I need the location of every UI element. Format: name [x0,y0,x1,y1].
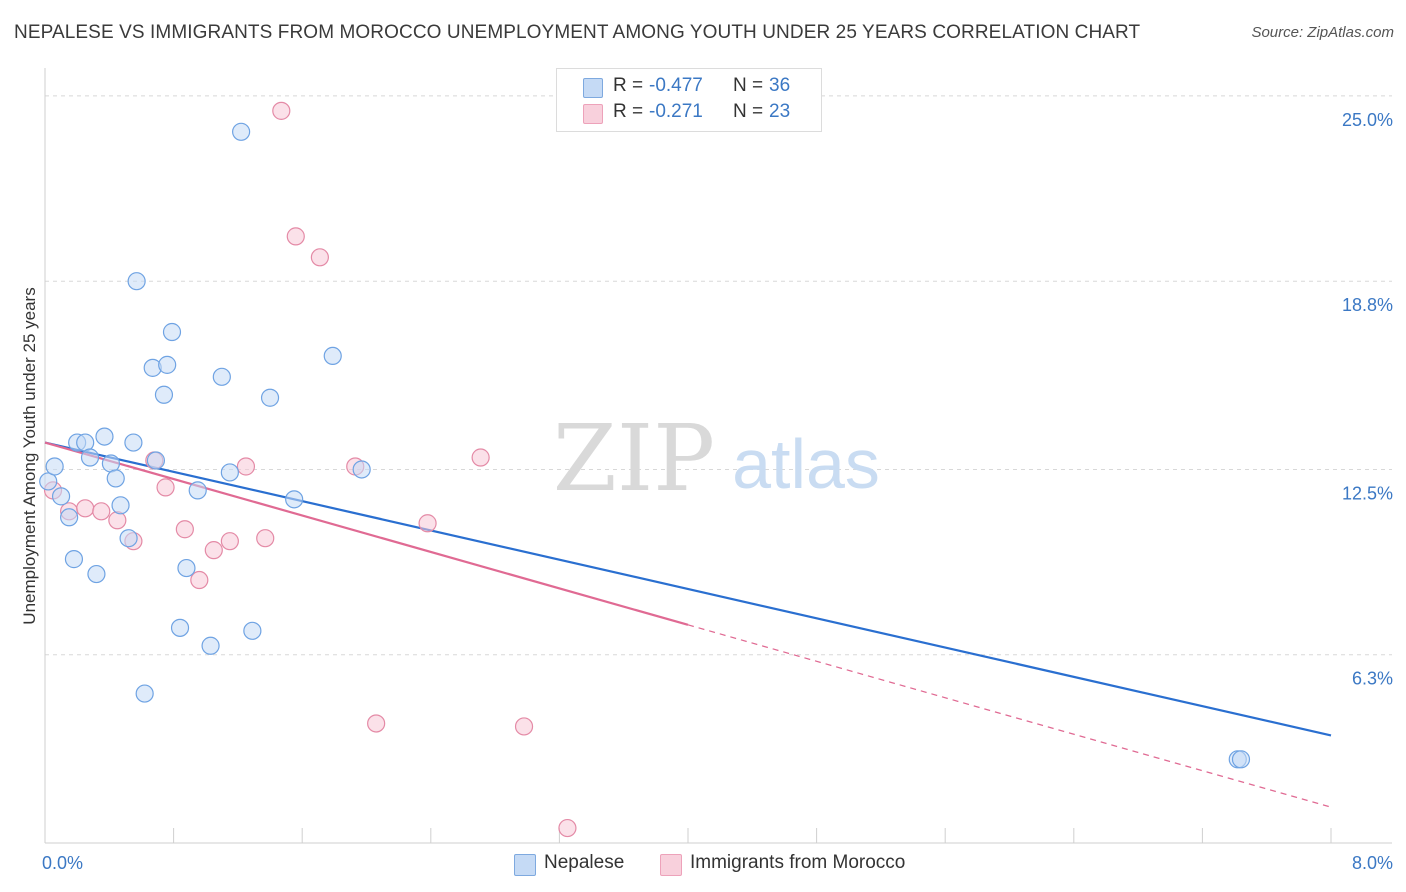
point-nepalese [177,558,196,578]
point-morocco [558,818,577,838]
legend-n-value: 36 [769,75,791,96]
point-nepalese [146,451,166,470]
point-morocco [514,717,534,736]
point-morocco [108,511,127,530]
trend-line-nepalese [44,441,1332,737]
point-nepalese [124,433,143,452]
point-morocco [236,457,256,476]
point-nepalese [158,355,177,374]
y-tick-label: 18.8% [1342,295,1393,315]
point-nepalese [1231,750,1251,769]
point-nepalese [260,388,280,407]
point-morocco [471,448,490,467]
point-morocco [190,570,209,590]
stats-legend: R = -0.477 N = 36 R = -0.271 N = 23 [556,68,822,132]
source-label: Source: ZipAtlas.com [1251,24,1394,41]
trend-line-morocco [44,441,689,626]
point-morocco [310,248,329,267]
point-nepalese [352,460,371,479]
point-morocco [92,502,111,521]
tick-labels: 6.3% 12.5% 18.8% 25.0% 0.0% 8.0% [42,110,1393,873]
point-nepalese [232,122,251,141]
y-axis-label: Unemployment Among Youth under 25 years [20,287,39,625]
point-morocco [220,532,239,551]
point-nepalese [188,481,207,500]
legend-n-label: N = [733,101,764,122]
point-nepalese [170,618,190,637]
point-nepalese [162,322,182,342]
trend-lines [44,441,1332,808]
axes [44,68,1392,844]
point-nepalese [154,385,174,404]
legend-r-label: R = [613,75,644,96]
point-morocco [272,101,291,120]
point-nepalese [106,469,125,488]
point-nepalese [95,427,114,446]
data-points [39,101,1251,838]
point-morocco [256,529,275,548]
legend-r-label: R = [613,101,644,122]
legend-n-value: 23 [769,101,791,122]
point-morocco [418,514,437,533]
point-morocco [175,520,194,539]
point-morocco [367,714,386,733]
point-morocco [76,499,95,518]
point-nepalese [243,621,262,640]
point-nepalese [45,457,64,476]
point-nepalese [127,272,146,291]
point-nepalese [323,346,342,366]
watermark-atlas: atlas [732,425,880,503]
point-nepalese [64,550,84,569]
legend-n-label: N = [733,75,764,96]
point-nepalese [212,367,231,386]
series-label-nepalese: Nepalese [544,852,625,873]
point-nepalese [39,472,58,491]
legend-swatch-nepalese [583,78,603,98]
point-nepalese [285,490,304,509]
trend-line-morocco-extension [687,624,1332,808]
point-morocco [286,227,305,246]
point-nepalese [111,496,130,515]
x-tick-label: 8.0% [1352,853,1393,873]
watermark-zip: ZIP [553,405,715,512]
point-nepalese [135,684,154,703]
watermark: ZIP atlas [553,405,880,512]
legend-r-value: -0.271 [649,101,703,122]
gridlines [45,95,1392,656]
legend-swatch-morocco [583,104,603,124]
point-nepalese [80,448,100,467]
point-nepalese [119,529,138,548]
point-morocco [204,541,223,560]
series-swatch-nepalese [514,854,536,876]
chart-title: NEPALESE VS IMMIGRANTS FROM MOROCCO UNEM… [14,22,1141,43]
series-swatch-morocco [660,854,682,876]
legend-r-value: -0.477 [649,75,703,96]
x-tick-label: 0.0% [42,853,83,873]
point-nepalese [220,463,239,482]
y-tick-label: 12.5% [1342,483,1393,503]
point-nepalese [60,508,79,527]
point-nepalese [51,487,71,506]
point-nepalese [87,564,106,584]
point-morocco [156,478,175,497]
y-tick-label: 6.3% [1352,669,1393,689]
point-nepalese [201,636,220,655]
series-label-morocco: Immigrants from Morocco [690,852,906,873]
y-tick-label: 25.0% [1342,110,1393,130]
